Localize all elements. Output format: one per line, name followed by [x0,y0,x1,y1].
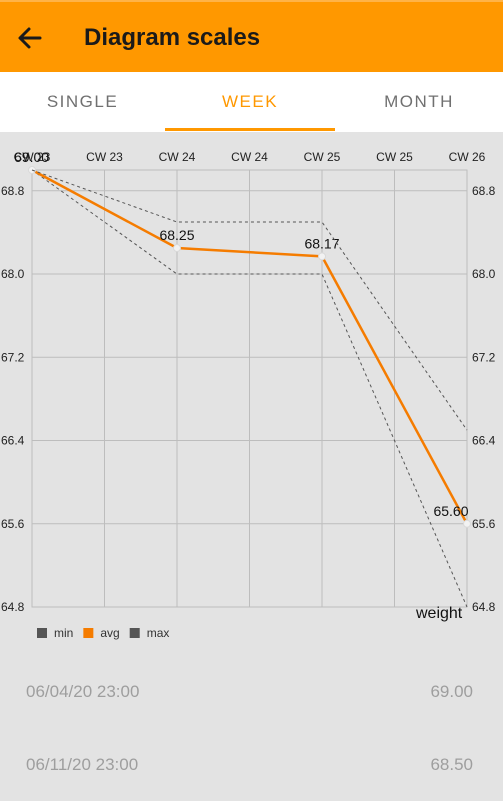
tab-bar: SINGLE WEEK MONTH [0,72,503,132]
y-tick-label-right: 67.2 [472,350,496,364]
tab-single[interactable]: SINGLE [46,92,119,111]
data-point [318,252,326,261]
data-label: 68.17 [304,235,339,251]
entry-value: 69.00 [430,682,473,701]
legend-label-max: max [147,626,170,640]
tab-month[interactable]: MONTH [384,92,454,111]
legend-swatch-min [37,628,47,638]
y-tick-label-right: 68.8 [472,184,496,198]
back-arrow-icon[interactable] [14,22,46,54]
data-point [173,244,181,253]
series-line-avg [31,168,469,525]
axis-corner-label: weight [415,605,463,622]
y-tick-label-left: 68.8 [1,184,25,198]
tab-week[interactable]: WEEK [221,92,279,111]
entry-date: 06/04/20 23:00 [26,682,140,701]
tab-indicator [165,128,335,131]
entry-value: 68.50 [430,755,473,774]
y-tick-label-left: 64.8 [1,600,25,614]
y-tick-label-left: 68.0 [1,267,25,281]
x-tick-label: CW 23 [86,150,123,164]
y-tick-label-left: 66.4 [1,434,25,448]
x-tick-label: CW 25 [304,150,341,164]
legend-swatch-avg [83,628,94,638]
legend-label-min: min [54,626,73,640]
x-tick-label: CW 25 [376,150,413,164]
y-tick-label-left: 65.6 [1,517,25,531]
list-item[interactable]: 06/11/20 23:00 68.50 [0,731,503,801]
x-tick-label: CW 24 [231,150,268,164]
x-tick-label: CW 26 [449,150,486,164]
weight-chart: CW 23 CW 23 CW 24 CW 24 CW 25 CW 25 CW 26 64.8 6… [1,149,496,640]
app-bar: Diagram scales [0,0,503,72]
legend-label-avg: avg [100,626,119,640]
series-line-min [31,169,468,608]
y-tick-label-right: 66.4 [472,434,496,448]
x-tick-label: CW 23 [14,150,51,164]
y-tick-label-right: 64.8 [472,600,496,614]
legend-swatch-max [129,628,140,638]
data-point [463,519,471,528]
y-tick-label-right: 68.0 [472,267,496,281]
y-tick-label-left: 67.2 [1,350,25,364]
data-label: 69.00 [14,149,49,165]
page-title: Diagram scales [84,24,261,51]
y-tick-label-right: 65.6 [472,517,496,531]
data-label: 65.60 [433,503,468,519]
x-tick-label: CW 24 [159,150,196,164]
entry-date: 06/11/20 23:00 [26,755,139,774]
data-label: 68.25 [159,227,194,243]
list-item[interactable]: 06/04/20 23:00 69.00 [0,658,503,728]
